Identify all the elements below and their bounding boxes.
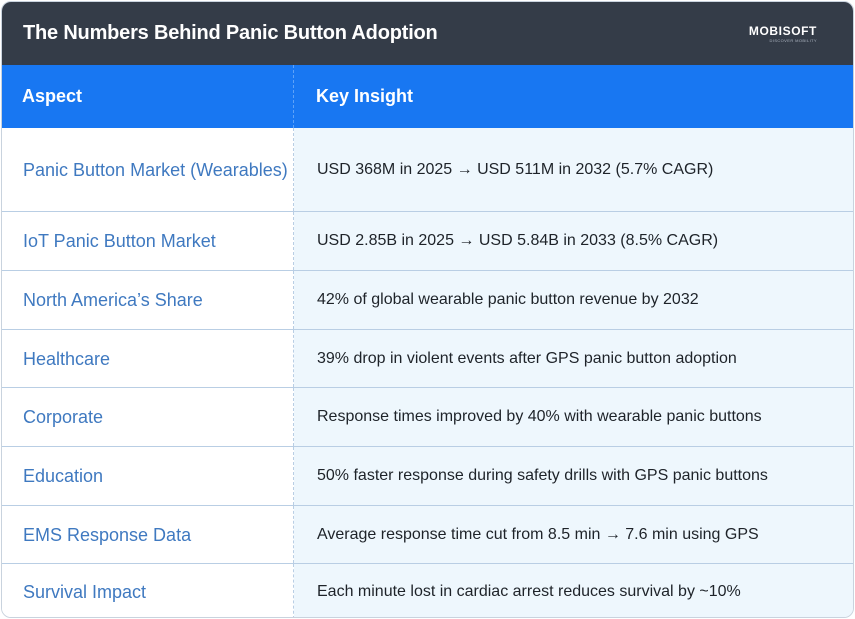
insight-cell: 42% of global wearable panic button reve…	[294, 271, 853, 329]
logo-tagline: DISCOVER MOBILITY	[769, 37, 817, 43]
aspect-cell: Corporate	[2, 388, 294, 446]
table-header: Aspect Key Insight	[2, 65, 853, 128]
page-title: The Numbers Behind Panic Button Adoption	[23, 22, 438, 44]
aspect-cell: Survival Impact	[2, 564, 294, 617]
title-bar: The Numbers Behind Panic Button Adoption…	[2, 2, 853, 65]
table-row: Survival Impact Each minute lost in card…	[2, 563, 853, 617]
table-row: Healthcare 39% drop in violent events af…	[2, 329, 853, 387]
table-row: IoT Panic Button Market USD 2.85B in 202…	[2, 211, 853, 270]
table-row: Corporate Response times improved by 40%…	[2, 387, 853, 446]
aspect-cell: Panic Button Market (Wearables)	[2, 128, 294, 211]
table-row: EMS Response Data Average response time …	[2, 505, 853, 563]
aspect-cell: IoT Panic Button Market	[2, 212, 294, 270]
insight-cell: USD 368M in 2025 → USD 511M in 2032 (5.7…	[294, 128, 853, 211]
insight-cell: 50% faster response during safety drills…	[294, 447, 853, 505]
table-row: Panic Button Market (Wearables) USD 368M…	[2, 128, 853, 211]
insight-cell: Average response time cut from 8.5 min →…	[294, 506, 853, 563]
column-header-aspect: Aspect	[2, 65, 294, 128]
aspect-cell: Healthcare	[2, 330, 294, 387]
aspect-cell: North America’s Share	[2, 271, 294, 329]
table-row: Education 50% faster response during saf…	[2, 446, 853, 505]
insight-cell: 39% drop in violent events after GPS pan…	[294, 330, 853, 387]
table-body: Panic Button Market (Wearables) USD 368M…	[2, 128, 853, 617]
logo-wordmark: MOBISOFT	[748, 23, 817, 38]
aspect-cell: Education	[2, 447, 294, 505]
table-row: North America’s Share 42% of global wear…	[2, 270, 853, 329]
aspect-cell: EMS Response Data	[2, 506, 294, 563]
insight-cell: USD 2.85B in 2025 → USD 5.84B in 2033 (8…	[294, 212, 853, 270]
insight-cell: Each minute lost in cardiac arrest reduc…	[294, 564, 853, 617]
column-header-key-insight: Key Insight	[316, 86, 414, 106]
insight-cell: Response times improved by 40% with wear…	[294, 388, 853, 446]
brand-logo: MOBISOFT DISCOVER MOBILITY	[748, 23, 817, 43]
